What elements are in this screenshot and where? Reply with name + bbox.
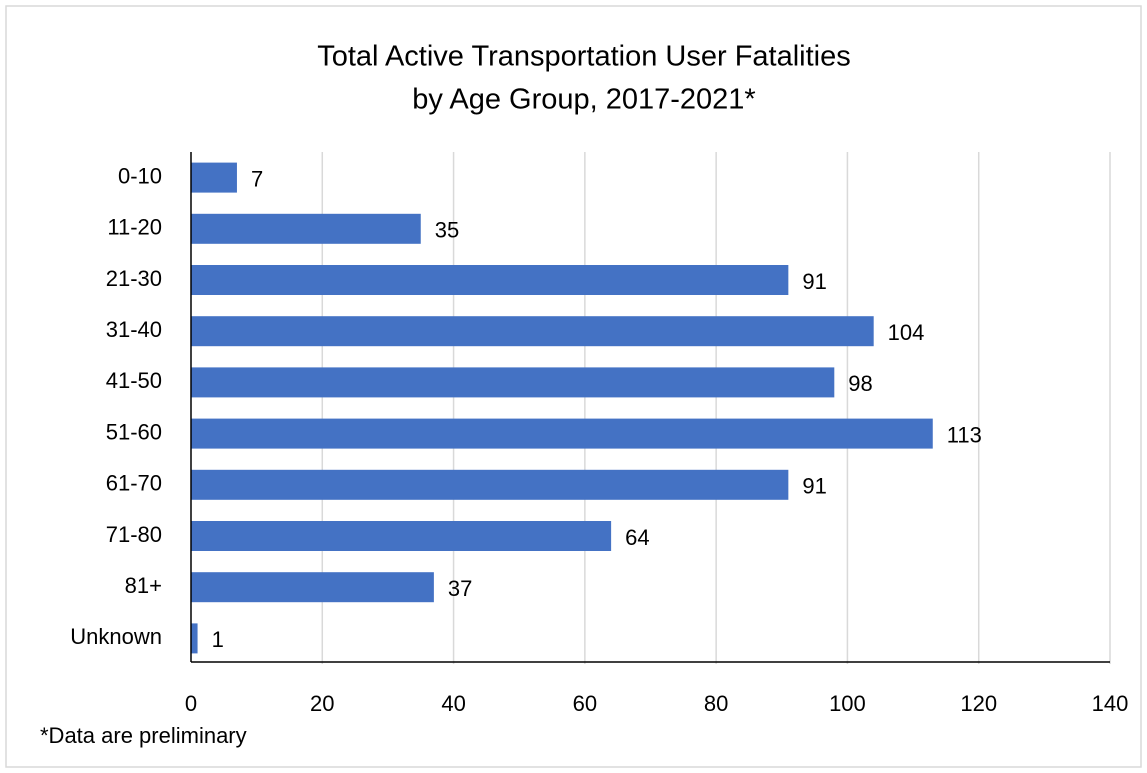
x-tick-label: 100 bbox=[829, 691, 866, 716]
data-label: 7 bbox=[251, 166, 263, 191]
data-label: 91 bbox=[802, 474, 826, 499]
footnote: *Data are preliminary bbox=[40, 723, 247, 748]
bar bbox=[191, 623, 198, 654]
data-label: 37 bbox=[448, 576, 472, 601]
y-tick-label: 81+ bbox=[125, 573, 162, 598]
x-tick-label: 20 bbox=[310, 691, 334, 716]
x-tick-label: 140 bbox=[1092, 691, 1129, 716]
y-tick-label: 61-70 bbox=[106, 471, 162, 496]
y-tick-label: 41-50 bbox=[106, 368, 162, 393]
x-tick-label: 0 bbox=[185, 691, 197, 716]
bar bbox=[191, 213, 421, 244]
x-tick-label: 120 bbox=[960, 691, 997, 716]
bar bbox=[191, 418, 933, 449]
bar bbox=[191, 367, 835, 398]
x-tick-label: 60 bbox=[573, 691, 597, 716]
data-label: 91 bbox=[802, 269, 826, 294]
data-label: 64 bbox=[625, 525, 649, 550]
data-label: 35 bbox=[435, 218, 459, 243]
bar bbox=[191, 572, 434, 603]
y-tick-label: 0-10 bbox=[118, 163, 162, 188]
y-tick-label: 21-30 bbox=[106, 266, 162, 291]
bar bbox=[191, 316, 874, 347]
data-label: 113 bbox=[947, 422, 982, 447]
y-tick-label: 11-20 bbox=[107, 215, 162, 240]
data-label: 104 bbox=[888, 320, 925, 345]
bar bbox=[191, 469, 789, 500]
chart-title: by Age Group, 2017-2021* bbox=[412, 84, 755, 116]
data-label: 1 bbox=[212, 627, 224, 652]
x-tick-label: 40 bbox=[441, 691, 465, 716]
bar bbox=[191, 265, 789, 295]
chart-title: Total Active Transportation User Fatalit… bbox=[317, 41, 851, 73]
data-label: 98 bbox=[848, 371, 872, 396]
y-tick-label: Unknown bbox=[70, 624, 162, 649]
bar bbox=[191, 162, 237, 193]
y-tick-label: 51-60 bbox=[106, 419, 162, 444]
bar bbox=[191, 521, 612, 551]
x-tick-label: 80 bbox=[704, 691, 728, 716]
y-tick-label: 71-80 bbox=[106, 522, 162, 547]
y-tick-label: 31-40 bbox=[106, 317, 162, 342]
